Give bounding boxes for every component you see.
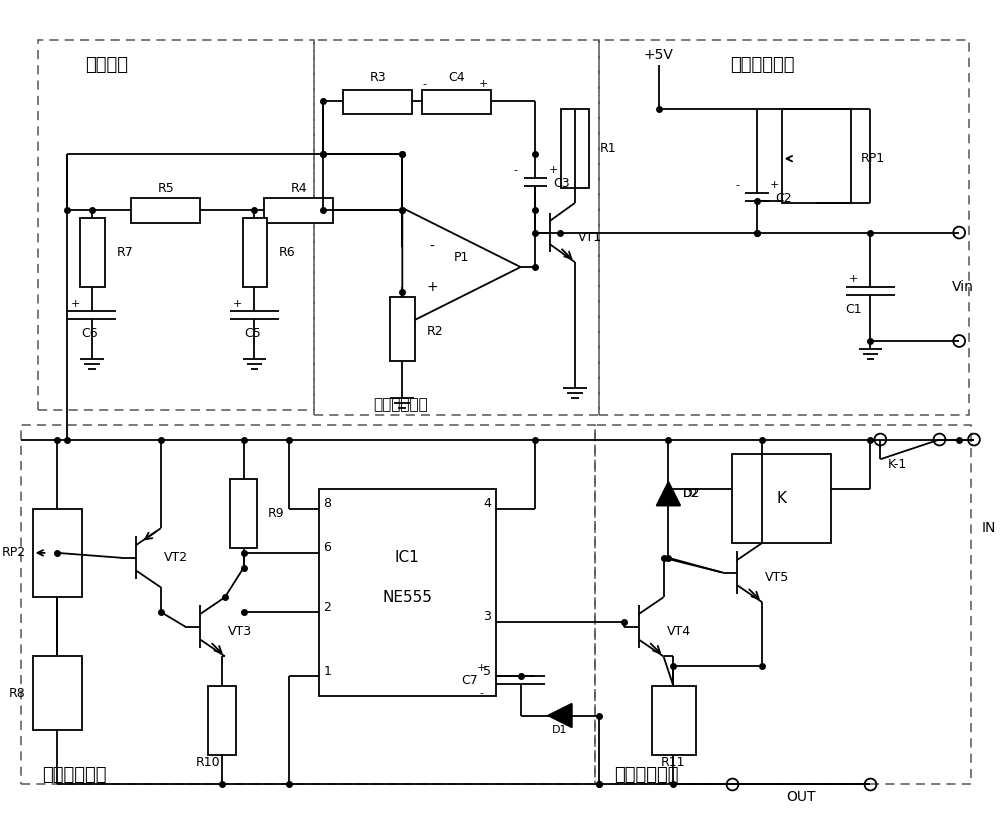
Text: C4: C4	[448, 72, 465, 84]
Text: -: -	[735, 180, 739, 190]
Text: 4: 4	[483, 497, 491, 510]
Text: +: +	[476, 663, 486, 673]
Polygon shape	[548, 703, 572, 727]
Text: 电源控制电路: 电源控制电路	[614, 765, 679, 784]
Bar	[652, 686, 696, 755]
Text: 单管放大电路: 单管放大电路	[730, 56, 794, 74]
Text: R11: R11	[661, 756, 686, 769]
Text: VT1: VT1	[578, 231, 602, 244]
Text: R3: R3	[369, 72, 386, 84]
Text: -: -	[514, 165, 518, 175]
Bar	[319, 489, 496, 696]
Text: +: +	[479, 79, 488, 89]
Text: 6: 6	[323, 541, 331, 554]
Text: R5: R5	[157, 182, 174, 195]
Text: -: -	[479, 688, 483, 698]
Bar	[21, 425, 595, 785]
Bar	[561, 109, 589, 188]
Text: C5: C5	[244, 327, 261, 340]
Text: NE555: NE555	[382, 590, 432, 605]
Text: R1: R1	[599, 143, 616, 156]
Bar	[80, 218, 105, 287]
Text: 3: 3	[483, 610, 491, 623]
Text: VT5: VT5	[765, 571, 789, 584]
Text: 滤波电路: 滤波电路	[85, 56, 128, 74]
Text: 次级放大电路: 次级放大电路	[373, 398, 428, 412]
Text: R2: R2	[427, 324, 444, 337]
Bar	[33, 509, 82, 597]
Text: +5V: +5V	[644, 48, 674, 62]
Text: R8: R8	[9, 687, 26, 700]
Text: VT2: VT2	[164, 551, 188, 564]
Text: +: +	[548, 165, 558, 175]
Text: IN: IN	[982, 522, 996, 535]
Text: +: +	[770, 180, 780, 190]
Bar	[131, 198, 200, 222]
Text: 1: 1	[323, 665, 331, 677]
Bar	[264, 198, 333, 222]
Bar	[595, 425, 971, 785]
Text: RP2: RP2	[2, 546, 26, 559]
Text: VT3: VT3	[228, 625, 252, 638]
Text: C7: C7	[461, 673, 478, 686]
Text: C2: C2	[775, 192, 792, 205]
Bar	[732, 454, 831, 543]
Text: +: +	[426, 280, 438, 293]
Bar	[390, 297, 415, 361]
Bar	[422, 90, 491, 114]
Text: R4: R4	[291, 182, 307, 195]
Text: IC1: IC1	[395, 550, 420, 566]
Text: +: +	[70, 298, 80, 309]
Text: R10: R10	[196, 756, 220, 769]
Text: 信号触发电路: 信号触发电路	[43, 765, 107, 784]
Bar	[33, 656, 82, 730]
Text: +: +	[849, 274, 858, 284]
Bar	[38, 41, 314, 410]
Text: K: K	[777, 491, 787, 506]
Text: -: -	[422, 79, 426, 89]
Text: D2: D2	[683, 487, 701, 500]
Bar	[230, 479, 257, 548]
Text: K-1: K-1	[888, 458, 907, 471]
Bar	[314, 41, 599, 415]
Text: OUT: OUT	[787, 791, 816, 804]
Text: D2: D2	[683, 489, 699, 499]
Text: +: +	[233, 298, 242, 309]
Text: Vin: Vin	[952, 280, 974, 293]
Text: 2: 2	[323, 601, 331, 614]
Text: P1: P1	[454, 251, 469, 264]
Text: R7: R7	[116, 246, 133, 259]
Text: D1: D1	[552, 725, 568, 735]
Bar	[243, 218, 267, 287]
Text: 8: 8	[323, 497, 331, 510]
Bar	[782, 109, 851, 203]
Bar	[208, 686, 236, 755]
Bar	[599, 41, 969, 415]
Bar	[343, 90, 412, 114]
Text: -: -	[429, 240, 434, 254]
Text: C6: C6	[82, 327, 98, 340]
Text: C3: C3	[553, 177, 570, 190]
Text: R9: R9	[267, 507, 284, 520]
Text: R6: R6	[279, 246, 296, 259]
Text: C1: C1	[845, 303, 862, 316]
Text: 5: 5	[483, 665, 491, 677]
Text: RP1: RP1	[861, 152, 885, 165]
Polygon shape	[657, 482, 680, 505]
Text: VT4: VT4	[666, 625, 691, 638]
